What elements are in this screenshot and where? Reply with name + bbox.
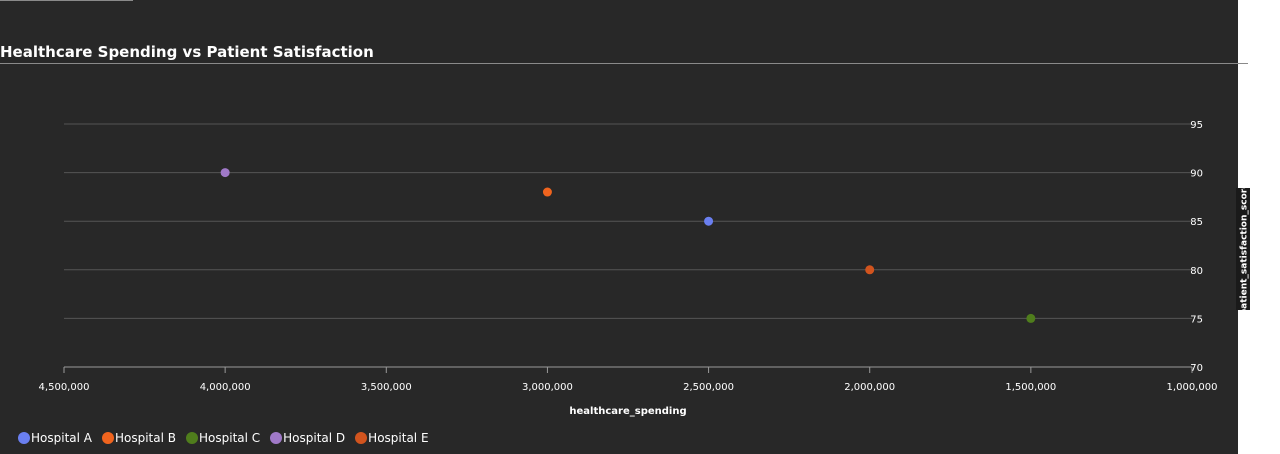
legend-label: Hospital D <box>283 431 346 445</box>
y-axis-label-background <box>1236 188 1250 310</box>
data-point[interactable] <box>220 168 230 178</box>
chart-panel <box>0 0 1238 454</box>
x-tick-label: 4,000,000 <box>200 382 251 393</box>
legend-item[interactable]: Hospital B <box>101 431 176 445</box>
legend-label: Hospital A <box>31 431 92 445</box>
legend-swatch <box>186 432 198 444</box>
x-tick-label: 1,500,000 <box>1005 382 1056 393</box>
legend-swatch <box>355 432 368 444</box>
legend-label: Hospital B <box>114 431 176 445</box>
x-tick-label: 3,500,000 <box>361 382 412 393</box>
chart-title: Healthcare Spending vs Patient Satisfact… <box>0 43 374 61</box>
data-point[interactable] <box>865 265 875 275</box>
legend-label: Hospital C <box>199 431 261 445</box>
x-axis-label: healthcare_spending <box>569 406 686 417</box>
x-tick-label: 4,500,000 <box>39 382 90 393</box>
legend-label: Hospital E <box>368 431 429 445</box>
title-divider <box>0 63 1248 64</box>
x-tick-label: 2,500,000 <box>683 382 734 393</box>
y-tick-label: 80 <box>1190 266 1203 277</box>
y-axis-label-group: patient_satisfaction_score <box>1236 183 1250 316</box>
data-point[interactable] <box>704 216 714 226</box>
legend-swatch <box>101 432 114 444</box>
top-tab-indicator <box>0 0 133 1</box>
legend-item[interactable]: Hospital E <box>355 431 429 445</box>
x-tick-label: 3,000,000 <box>522 382 573 393</box>
y-axis-label: patient_satisfaction_score <box>1240 183 1250 316</box>
data-point[interactable] <box>542 187 552 197</box>
data-point[interactable] <box>1026 313 1036 323</box>
legend-item[interactable]: Hospital A <box>18 431 92 445</box>
legend-item[interactable]: Hospital C <box>186 431 260 445</box>
chart-legend: Hospital A Hospital B Hospital C Hospital D… <box>18 430 439 446</box>
y-tick-label: 75 <box>1190 314 1203 325</box>
x-tick-label: 2,000,000 <box>844 382 895 393</box>
legend-item[interactable]: Hospital D <box>270 431 345 445</box>
legend-swatch <box>270 432 283 444</box>
x-tick-label: 1,000,000 <box>1167 382 1218 393</box>
y-tick-label: 95 <box>1190 120 1203 131</box>
y-tick-label: 70 <box>1190 363 1203 374</box>
y-tick-label: 85 <box>1190 217 1203 228</box>
legend-swatch <box>18 432 30 444</box>
y-tick-label: 90 <box>1190 169 1203 180</box>
